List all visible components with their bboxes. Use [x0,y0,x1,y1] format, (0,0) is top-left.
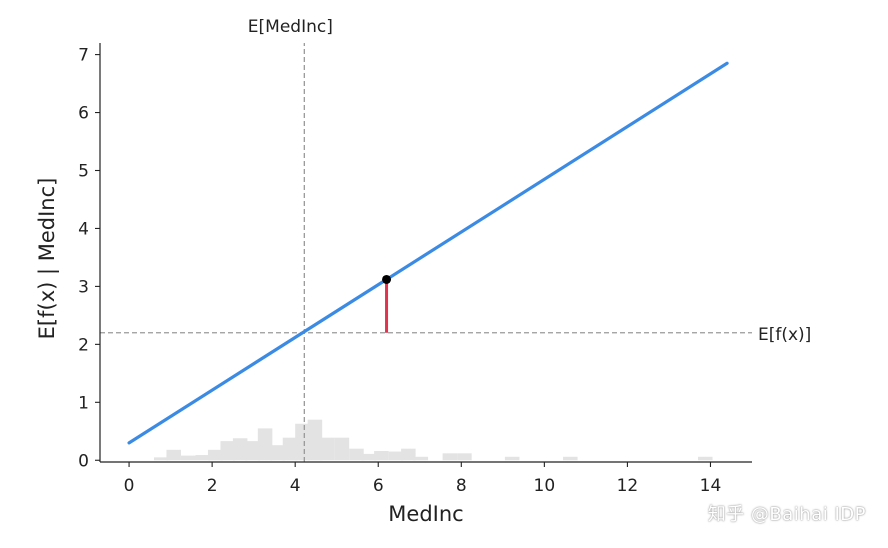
histogram-bar [457,453,472,461]
x-tick-label: 4 [290,476,301,496]
x-tick-label: 2 [207,476,218,496]
y-axis-title: E[f(x) | MedInc] [35,178,60,340]
y-tick-label: 4 [78,219,89,239]
y-tick-label: 2 [78,335,89,355]
histogram-bar [504,456,520,461]
histogram-bar [195,455,211,461]
histogram-bar [442,453,458,461]
reference-lines: E[MedInc] E[f(x)] [100,17,811,462]
histogram-bar [563,456,578,461]
y-tick-label: 5 [78,161,89,181]
histogram-bar [401,448,416,461]
y-tick-label: 6 [78,104,89,124]
histogram-bar [180,455,196,461]
histogram-bar [307,419,323,461]
y-tick-label: 1 [78,393,89,413]
expected-feature-label: E[MedInc] [248,17,333,37]
x-tick-label: 6 [373,476,384,496]
x-tick-label: 0 [124,476,135,496]
histogram-bar [320,437,335,461]
highlight-point [382,274,392,284]
x-tick-label: 10 [534,476,556,496]
histogram-bar [153,457,169,461]
watermark: 知乎 @Baihai IDP [707,504,866,525]
histogram-bar [207,449,223,461]
x-tick-label: 14 [700,476,722,496]
histogram-bar [698,456,713,461]
histogram-bar [220,441,235,461]
series-layer [127,61,729,445]
histogram-bar [413,456,429,461]
x-tick-label: 12 [617,476,639,496]
histogram-bar [232,438,248,461]
y-tick-label: 0 [78,451,89,471]
histogram-bar [388,451,404,461]
histogram [153,419,713,461]
y-tick-label: 3 [78,277,89,297]
histogram-bar [361,453,377,461]
histogram-bar [245,441,260,461]
histogram-bar [257,428,273,461]
histogram-bar [282,437,298,461]
x-axis-title: MedInc [388,502,463,526]
histogram-bar [374,450,389,461]
histogram-bar [349,448,364,461]
y-tick-label: 7 [78,46,89,66]
histogram-bar [270,445,285,461]
histogram-bar [295,423,310,461]
histogram-bar [166,449,181,461]
x-tick-label: 8 [456,476,467,496]
series-line [127,61,729,445]
expected-value-label: E[f(x)] [758,325,811,345]
histogram-bar [334,437,350,461]
